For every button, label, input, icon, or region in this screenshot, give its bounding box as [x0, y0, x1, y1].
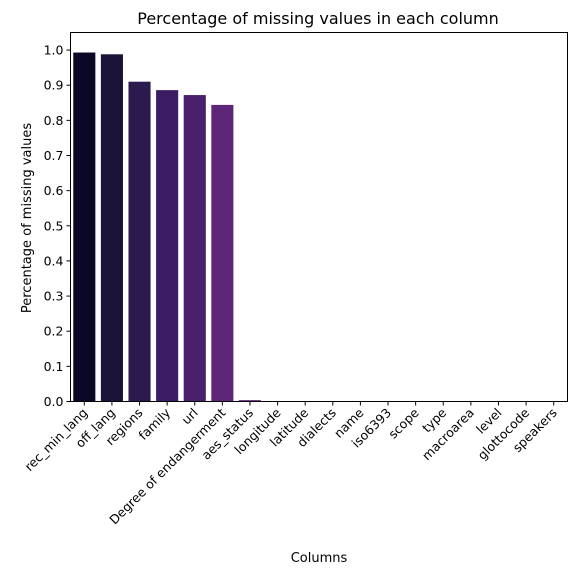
- y-tick-label: 0.0: [44, 394, 64, 409]
- y-axis-title: Percentage of missing values: [20, 123, 35, 313]
- y-tick-label: 0.2: [44, 324, 64, 339]
- x-axis-title: Columns: [291, 551, 348, 566]
- y-tick-label: 0.9: [44, 78, 64, 93]
- y-tick-label: 0.5: [44, 218, 64, 233]
- bar-rec_min_lang: [73, 53, 95, 402]
- y-tick-label: 0.3: [44, 289, 64, 304]
- x-tick-label: scope: [385, 405, 422, 442]
- bar-family: [156, 90, 178, 401]
- bar-url: [184, 95, 206, 401]
- bar-degree-of-endangerment: [211, 105, 233, 402]
- bar-regions: [128, 82, 150, 402]
- x-tick-label: family: [135, 405, 173, 443]
- y-tick-label: 0.6: [44, 183, 64, 198]
- y-tick-label: 0.8: [44, 113, 64, 128]
- y-tick-label: 0.1: [44, 359, 64, 374]
- y-ticks-group: 0.0 0.1 0.2 0.3 0.4 0.5 0.6 0.7 0.8 0.9 1.0: [44, 43, 71, 409]
- y-tick-label: 0.4: [44, 253, 64, 268]
- y-tick-label: 1.0: [44, 43, 64, 58]
- chart-title: Percentage of missing values in each col…: [137, 9, 499, 28]
- bars-group: [73, 53, 261, 402]
- y-tick-label: 0.7: [44, 148, 64, 163]
- bar-off_lang: [101, 54, 123, 401]
